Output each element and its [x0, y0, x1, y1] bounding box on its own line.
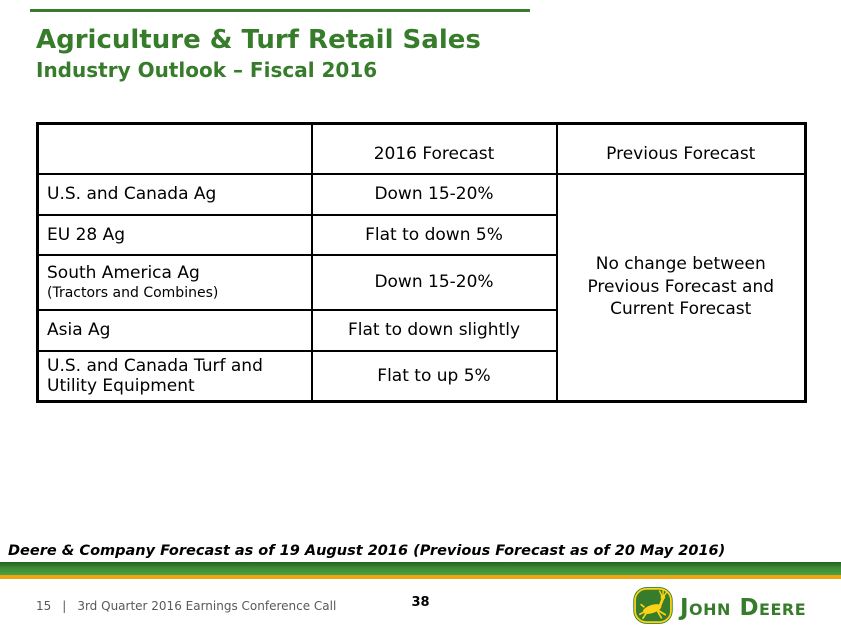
region-label: South America Ag: [47, 263, 200, 283]
footer-separator: |: [62, 599, 67, 613]
forecast-value: Down 15-20%: [310, 253, 558, 311]
region-label: U.S. and Canada Turf and Utility Equipme…: [36, 349, 313, 402]
table-corner-cell: [36, 122, 313, 175]
table-row-south-america-ag: South America Ag (Tractors and Combines)…: [36, 253, 806, 311]
region-label: Asia Ag: [36, 308, 313, 352]
table-row-us-canada-turf-utility: U.S. and Canada Turf and Utility Equipme…: [36, 349, 806, 402]
region-label: U.S. and Canada Ag: [36, 172, 313, 216]
forecast-value: Down 15-20%: [310, 172, 558, 216]
forecast-value: Flat to down slightly: [310, 308, 558, 352]
previous-forecast-note-cell: No change between Previous Forecast and …: [555, 172, 807, 402]
top-rule-divider: [30, 9, 530, 12]
region-label-cell: South America Ag (Tractors and Combines): [36, 253, 313, 311]
table-row-asia-ag: Asia Ag Flat to down slightly: [36, 308, 806, 352]
forecast-value: Flat to up 5%: [310, 349, 558, 402]
column-header-previous-forecast: Previous Forecast: [555, 122, 807, 175]
forecast-footnote: Deere & Company Forecast as of 19 August…: [8, 543, 726, 559]
footer-caption: 3rd Quarter 2016 Earnings Conference Cal…: [77, 599, 337, 613]
column-header-2016-forecast: 2016 Forecast: [310, 122, 558, 175]
john-deere-deer-icon: [633, 587, 673, 624]
previous-forecast-note: No change between Previous Forecast and …: [587, 253, 775, 320]
slide-number: 15: [36, 599, 52, 613]
table-header-row: 2016 Forecast Previous Forecast: [36, 122, 807, 175]
forecast-table: 2016 Forecast Previous Forecast U.S. and…: [36, 122, 807, 403]
table-row-eu-28-ag: EU 28 Ag Flat to down 5%: [36, 213, 806, 256]
footer-caption-group: 15 | 3rd Quarter 2016 Earnings Conferenc…: [36, 599, 336, 613]
footer-gold-line: [0, 575, 841, 579]
slide-subtitle: Industry Outlook – Fiscal 2016: [36, 58, 378, 82]
slide-title: Agriculture & Turf Retail Sales: [36, 25, 481, 55]
region-label: EU 28 Ag: [36, 213, 313, 256]
john-deere-wordmark: John Deere: [680, 595, 807, 621]
table-row-us-canada-ag: U.S. and Canada Ag Down 15-20% No change…: [36, 172, 807, 402]
footer-green-bar: [0, 562, 841, 575]
page-number: 38: [411, 595, 430, 610]
john-deere-logo: John Deere: [632, 585, 806, 626]
region-sublabel: (Tractors and Combines): [47, 285, 219, 301]
forecast-value: Flat to down 5%: [310, 213, 558, 256]
